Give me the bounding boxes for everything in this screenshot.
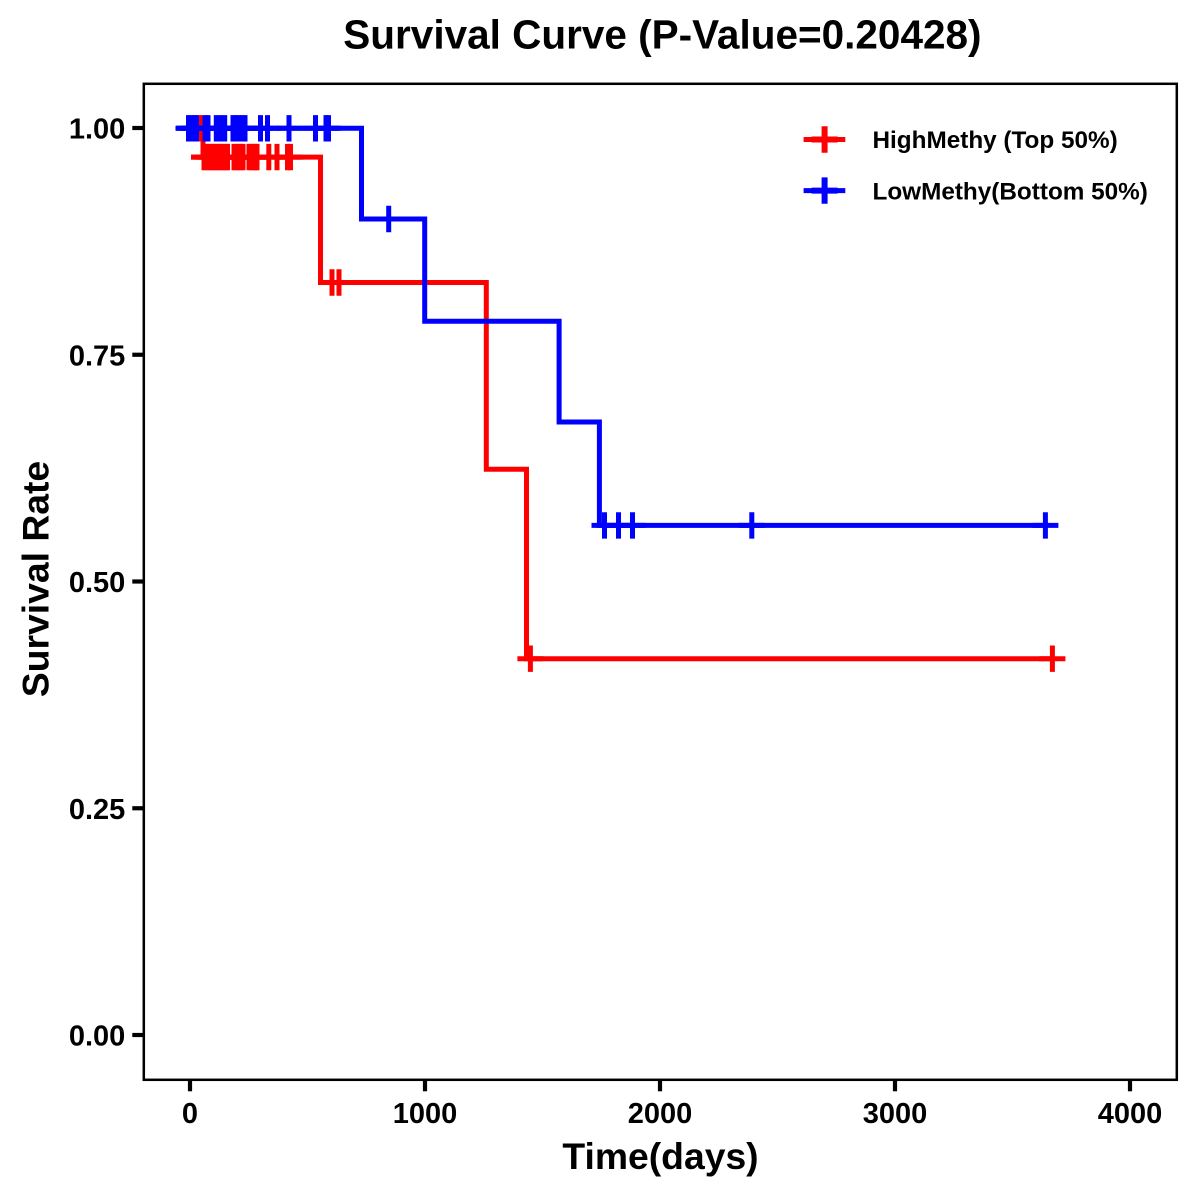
svg-text:1000: 1000: [393, 1098, 458, 1130]
svg-text:HighMethy (Top 50%): HighMethy (Top 50%): [873, 127, 1118, 154]
svg-text:1.00: 1.00: [69, 114, 125, 146]
svg-text:2000: 2000: [628, 1098, 693, 1130]
svg-text:Survival Curve (P-Value=0.2042: Survival Curve (P-Value=0.20428): [343, 12, 981, 58]
svg-text:0.50: 0.50: [69, 567, 125, 599]
svg-text:LowMethy(Bottom 50%): LowMethy(Bottom 50%): [873, 178, 1148, 205]
svg-text:0: 0: [182, 1098, 198, 1130]
svg-text:Survival Rate: Survival Rate: [15, 461, 57, 697]
svg-text:0.00: 0.00: [69, 1021, 125, 1053]
svg-text:0.75: 0.75: [69, 340, 125, 372]
svg-text:4000: 4000: [1098, 1098, 1163, 1130]
svg-text:3000: 3000: [863, 1098, 928, 1130]
svg-text:Time(days): Time(days): [562, 1135, 758, 1177]
svg-text:0.25: 0.25: [69, 794, 125, 826]
